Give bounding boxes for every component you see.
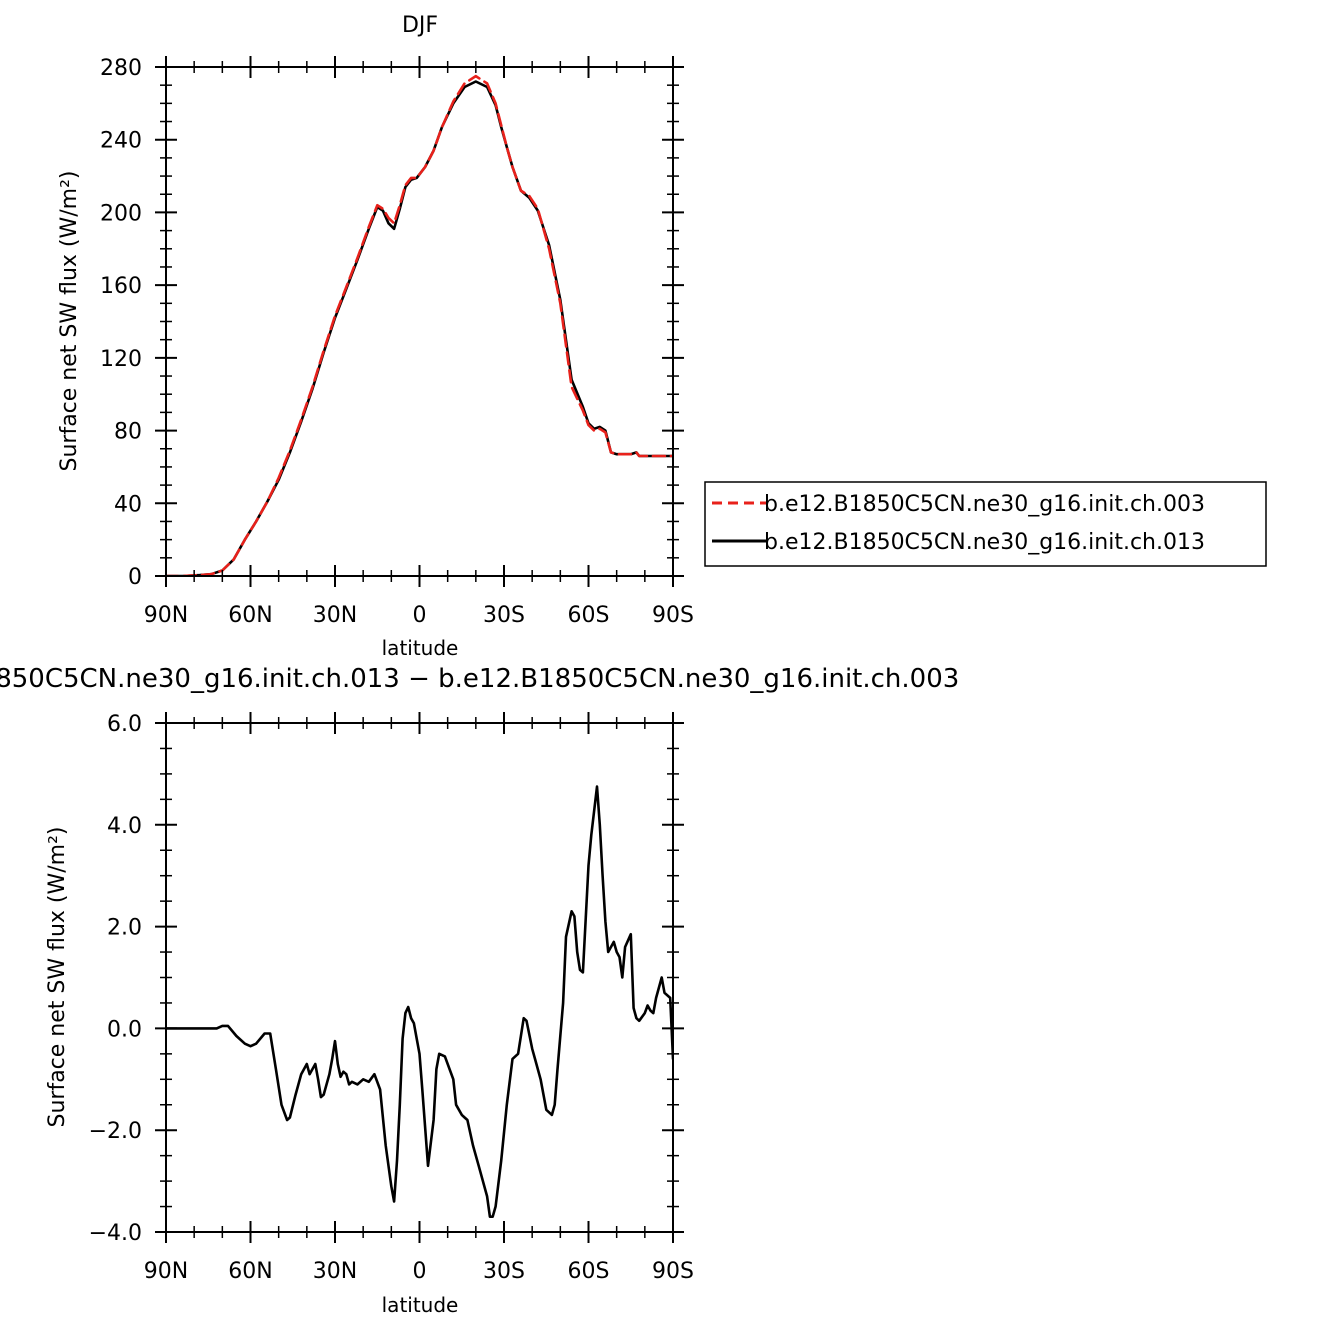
legend-label-013: b.e12.B1850C5CN.ne30_g16.init.ch.013 bbox=[764, 530, 1205, 555]
bottom-chart-xlabel: latitude bbox=[382, 1293, 459, 1317]
xtick-label: 30N bbox=[313, 603, 357, 628]
top-chart-series-line-1 bbox=[166, 74, 673, 576]
bottom-chart-series-line-1 bbox=[166, 785, 673, 1218]
xtick-label: 60N bbox=[228, 603, 272, 628]
ytick-label: 200 bbox=[100, 201, 142, 226]
ytick-label: 80 bbox=[114, 420, 142, 445]
legend-box bbox=[704, 481, 1267, 567]
ytick-label: −2.0 bbox=[89, 1119, 142, 1144]
ytick-label: 4.0 bbox=[107, 814, 142, 839]
top-chart-frame bbox=[165, 66, 674, 577]
ytick-label: 160 bbox=[100, 274, 142, 299]
xtick-label: 30S bbox=[483, 1259, 525, 1284]
ytick-label: 240 bbox=[100, 129, 142, 154]
xtick-label: 90N bbox=[144, 603, 188, 628]
top-chart-title: DJF bbox=[402, 13, 438, 38]
ytick-label: 0 bbox=[128, 565, 142, 590]
top-chart-series-line-2 bbox=[166, 80, 673, 576]
xtick-label: 30N bbox=[313, 1259, 357, 1284]
ytick-label: 280 bbox=[100, 56, 142, 81]
xtick-label: 60N bbox=[228, 1259, 272, 1284]
xtick-label: 0 bbox=[413, 603, 427, 628]
top-chart-axes: 0 40 80 120 160 200 240 280 90N 60N 30N 0 30S 60S 90S bbox=[100, 56, 694, 628]
ytick-label: 0.0 bbox=[107, 1017, 142, 1042]
bottom-chart: b.e12.B1850C5CN.ne30_g16.init.ch.013 − b… bbox=[0, 664, 959, 1317]
ytick-label: 6.0 bbox=[107, 712, 142, 737]
xtick-label: 90S bbox=[652, 603, 694, 628]
legend: b.e12.B1850C5CN.ne30_g16.init.ch.003 b.e… bbox=[704, 481, 1267, 567]
legend-label-003: b.e12.B1850C5CN.ne30_g16.init.ch.003 bbox=[764, 492, 1205, 517]
xtick-label: 60S bbox=[568, 603, 610, 628]
top-chart-plot-area bbox=[166, 74, 673, 576]
top-chart-ylabel: Surface net SW flux (W/m²) bbox=[57, 170, 82, 471]
xtick-label: 90N bbox=[144, 1259, 188, 1284]
ytick-label: −4.0 bbox=[89, 1221, 142, 1246]
ytick-label: 120 bbox=[100, 347, 142, 372]
ytick-label: 40 bbox=[114, 492, 142, 517]
xtick-label: 90S bbox=[652, 1259, 694, 1284]
top-chart-xlabel: latitude bbox=[382, 636, 459, 660]
ytick-label: 2.0 bbox=[107, 916, 142, 941]
xtick-label: 0 bbox=[413, 1259, 427, 1284]
xtick-label: 30S bbox=[483, 603, 525, 628]
bottom-chart-plot-area bbox=[166, 785, 673, 1218]
xtick-label: 60S bbox=[568, 1259, 610, 1284]
bottom-chart-ylabel: Surface net SW flux (W/m²) bbox=[45, 826, 70, 1127]
bottom-chart-title: b.e12.B1850C5CN.ne30_g16.init.ch.013 − b… bbox=[0, 664, 959, 694]
top-chart: DJF 0 40 80 120 160 200 240 280 90N 60N 30N 0 30S 60S… bbox=[57, 13, 694, 660]
bottom-chart-axes: −4.0 −2.0 0.0 2.0 4.0 6.0 90N 60N 30N 0 30S 60S 90S bbox=[89, 712, 694, 1284]
